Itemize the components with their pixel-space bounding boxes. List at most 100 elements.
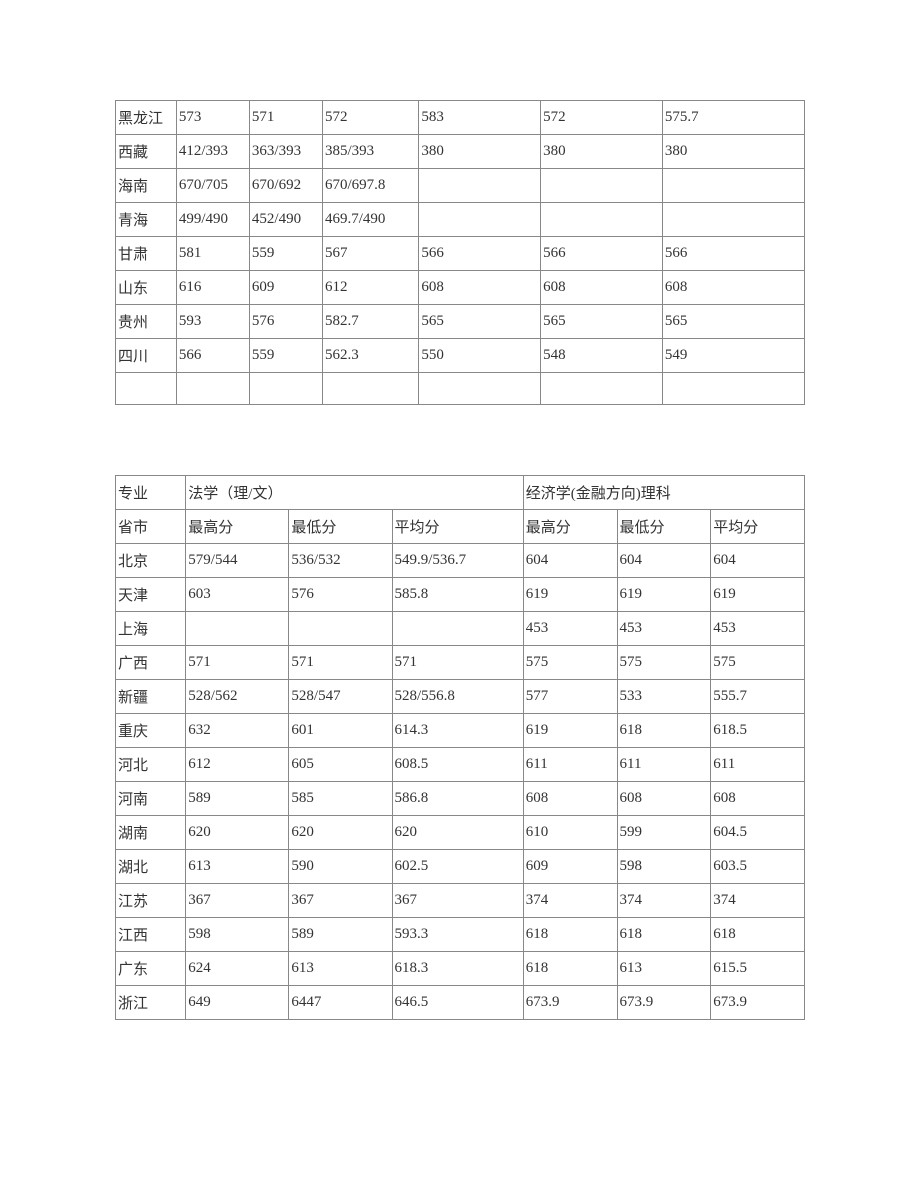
- table-cell: [662, 373, 804, 405]
- table-cell: 616: [176, 271, 249, 305]
- table-cell: 609: [249, 271, 322, 305]
- table-cell: [392, 612, 523, 646]
- table-cell: 604.5: [711, 816, 805, 850]
- table-row: 湖北613590602.5609598603.5: [116, 850, 805, 884]
- table-cell: 天津: [116, 578, 186, 612]
- table-cell: 632: [186, 714, 289, 748]
- table-cell: 603.5: [711, 850, 805, 884]
- table-cell: 548: [541, 339, 663, 373]
- table-cell: 576: [289, 578, 392, 612]
- table2-h2-cell: 最高分: [186, 510, 289, 544]
- table-row: 贵州593576582.7565565565: [116, 305, 805, 339]
- table-cell: 673.9: [617, 986, 711, 1020]
- table-row: 新疆528/562528/547528/556.8577533555.7: [116, 680, 805, 714]
- table-cell: 612: [186, 748, 289, 782]
- table-cell: 374: [711, 884, 805, 918]
- table-cell: 367: [392, 884, 523, 918]
- table-cell: 453: [617, 612, 711, 646]
- table-cell: 565: [541, 305, 663, 339]
- table-cell: 549.9/536.7: [392, 544, 523, 578]
- table2-h2-cell: 平均分: [711, 510, 805, 544]
- table-cell: 571: [186, 646, 289, 680]
- table-cell: 613: [186, 850, 289, 884]
- table-cell: 605: [289, 748, 392, 782]
- table-cell: 374: [617, 884, 711, 918]
- table-cell: 610: [523, 816, 617, 850]
- table-cell: 575: [523, 646, 617, 680]
- table2-header-row-1: 专业 法学（理/文） 经济学(金融方向)理科: [116, 476, 805, 510]
- table-row: 浙江6496447646.5673.9673.9673.9: [116, 986, 805, 1020]
- table-cell: 573: [176, 101, 249, 135]
- table-row: 四川566559562.3550548549: [116, 339, 805, 373]
- table-cell: 608: [541, 271, 663, 305]
- table-cell: 604: [711, 544, 805, 578]
- table-cell: 559: [249, 339, 322, 373]
- table-cell: [419, 373, 541, 405]
- table-cell: [289, 612, 392, 646]
- table-cell: 619: [711, 578, 805, 612]
- table-cell: 608: [662, 271, 804, 305]
- table-cell: [176, 373, 249, 405]
- table-cell: 河北: [116, 748, 186, 782]
- table-cell: 528/556.8: [392, 680, 523, 714]
- table-row: 北京579/544536/532549.9/536.7604604604: [116, 544, 805, 578]
- table-cell: 582.7: [322, 305, 418, 339]
- table-cell: 566: [662, 237, 804, 271]
- table2-h2-cell: 最低分: [617, 510, 711, 544]
- table-cell: [541, 203, 663, 237]
- table-cell: 565: [662, 305, 804, 339]
- table-cell: 577: [523, 680, 617, 714]
- table-row: 广东624613618.3618613615.5: [116, 952, 805, 986]
- table-cell: 533: [617, 680, 711, 714]
- table-cell: 670/705: [176, 169, 249, 203]
- table-cell: 469.7/490: [322, 203, 418, 237]
- table-cell: 619: [523, 578, 617, 612]
- table-cell: 575.7: [662, 101, 804, 135]
- table-cell: 602.5: [392, 850, 523, 884]
- table-cell: 广西: [116, 646, 186, 680]
- table-cell: 374: [523, 884, 617, 918]
- table2-h2-cell: 平均分: [392, 510, 523, 544]
- table-cell: [186, 612, 289, 646]
- table-cell: 青海: [116, 203, 177, 237]
- table-cell: 重庆: [116, 714, 186, 748]
- table-cell: 581: [176, 237, 249, 271]
- table-cell: 583: [419, 101, 541, 135]
- table-cell: 601: [289, 714, 392, 748]
- table-cell: 673.9: [523, 986, 617, 1020]
- table2-h1-group-law: 法学（理/文）: [186, 476, 523, 510]
- table-cell: [116, 373, 177, 405]
- table-cell: 412/393: [176, 135, 249, 169]
- table2-h1-major-label: 专业: [116, 476, 186, 510]
- table-cell: 613: [617, 952, 711, 986]
- table-cell: 613: [289, 952, 392, 986]
- table-row: 山东616609612608608608: [116, 271, 805, 305]
- table-cell: 619: [617, 578, 711, 612]
- table-cell: 575: [711, 646, 805, 680]
- table-cell: 536/532: [289, 544, 392, 578]
- table-row: 上海453453453: [116, 612, 805, 646]
- table-cell: 608.5: [392, 748, 523, 782]
- table-cell: 367: [186, 884, 289, 918]
- table-cell: 589: [289, 918, 392, 952]
- table-cell: 565: [419, 305, 541, 339]
- table-cell: 673.9: [711, 986, 805, 1020]
- table-cell: 贵州: [116, 305, 177, 339]
- table-cell: [662, 169, 804, 203]
- table-cell: 670/697.8: [322, 169, 418, 203]
- table-cell: 528/547: [289, 680, 392, 714]
- table-cell: 上海: [116, 612, 186, 646]
- table-cell: 湖南: [116, 816, 186, 850]
- table-cell: 589: [186, 782, 289, 816]
- table-cell: 608: [711, 782, 805, 816]
- table-cell: 608: [419, 271, 541, 305]
- table-cell: 618.5: [711, 714, 805, 748]
- table-cell: 河南: [116, 782, 186, 816]
- table-cell: [662, 203, 804, 237]
- table-cell: 380: [541, 135, 663, 169]
- table-cell: 555.7: [711, 680, 805, 714]
- table-cell: [322, 373, 418, 405]
- table-row: 青海499/490452/490469.7/490: [116, 203, 805, 237]
- table-cell: 广东: [116, 952, 186, 986]
- table-cell: 612: [322, 271, 418, 305]
